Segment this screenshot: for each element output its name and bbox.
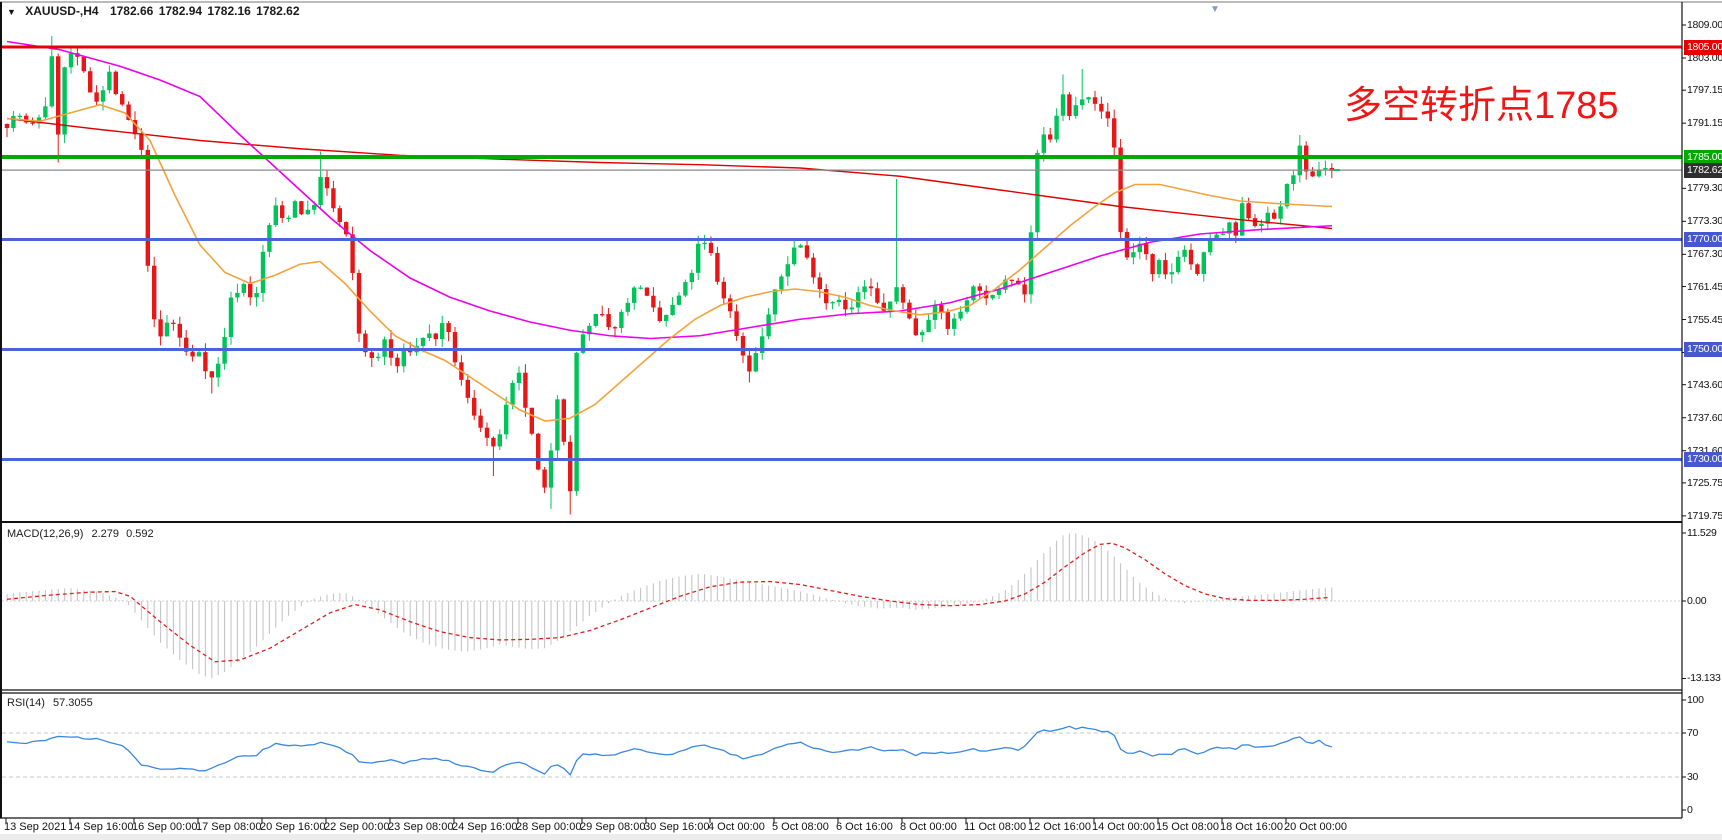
- rsi-name: RSI(14): [7, 697, 45, 709]
- macd-signal-line: [6, 542, 1329, 663]
- symbol-header: ▼ XAUUSD-,H4 1782.66 1782.94 1782.16 178…: [7, 4, 300, 18]
- macd-value: 2.279: [91, 528, 120, 540]
- symbol-timeframe-label: XAUUSD-,H4: [25, 4, 99, 18]
- rsi-indicator-label: RSI(14) 57.3055: [7, 697, 93, 709]
- price-tick-label: 1767.30: [1687, 248, 1722, 261]
- rsi-axis-label: 30: [1687, 771, 1699, 783]
- candlesticks: [4, 36, 1334, 515]
- macd-axis-label: 11.529: [1687, 526, 1717, 539]
- price-tick-label: 1803.00: [1687, 52, 1722, 64]
- ma-slow-red: [6, 117, 1333, 230]
- date-tick-label: 15 Oct 08:00: [1156, 821, 1219, 833]
- date-tick-label: 14 Sep 16:00: [68, 821, 134, 833]
- collapse-chart-icon[interactable]: ▼: [7, 7, 16, 17]
- date-tick-label: 14 Oct 00:00: [1092, 821, 1155, 833]
- rsi-axis-label: 0: [1687, 804, 1693, 816]
- macd-axis-label: 0.00: [1687, 595, 1707, 607]
- rsi-value: 57.3055: [52, 697, 93, 709]
- date-tick-label: 12 Oct 16:00: [1028, 821, 1091, 833]
- date-tick-label: 11 Oct 08:00: [964, 821, 1027, 833]
- date-tick-label: 6 Oct 16:00: [836, 821, 893, 833]
- price-badge-1782.62: 1782.62: [1684, 162, 1722, 178]
- rsi-axis-label: 100: [1687, 694, 1704, 706]
- price-badge-1750.00: 1750.00: [1684, 342, 1722, 357]
- date-tick-label: 28 Sep 00:00: [516, 821, 582, 833]
- ohlc-close: 1782.62: [256, 4, 300, 18]
- macd-indicator-label: MACD(12,26,9) 2.279 0.592: [7, 528, 154, 540]
- macd-name: MACD(12,26,9): [7, 528, 84, 540]
- date-tick-label: 13 Sep 2021: [4, 821, 67, 833]
- date-tick-label: 29 Sep 08:00: [580, 821, 646, 833]
- price-tick-label: 1791.15: [1687, 117, 1722, 130]
- window-bottom-strip: [0, 834, 1722, 840]
- date-tick-label: 16 Sep 00:00: [132, 821, 198, 833]
- price-tick-label: 1779.30: [1687, 182, 1722, 195]
- date-tick-label: 23 Sep 08:00: [388, 821, 454, 833]
- rsi-line: [6, 725, 1332, 776]
- ohlc-open: 1782.66: [109, 4, 154, 18]
- date-tick-label: 4 Oct 00:00: [708, 821, 765, 833]
- date-tick-label: 20 Oct 00:00: [1284, 821, 1347, 833]
- macd-panel: [2, 533, 1682, 679]
- rsi-panel: [2, 725, 1682, 778]
- date-tick-label: 17 Sep 08:00: [196, 821, 262, 833]
- date-tick-label: 18 Oct 16:00: [1220, 821, 1283, 833]
- rsi-axis-label: 70: [1687, 727, 1699, 739]
- price-tick-label: 1743.60: [1687, 378, 1722, 391]
- price-tick-label: 1737.60: [1687, 411, 1722, 424]
- price-tick-label: 1755.45: [1687, 313, 1722, 326]
- ohlc-high: 1782.94: [158, 4, 203, 18]
- price-badge-1785.00: 1785.00: [1684, 149, 1722, 165]
- chart-shift-marker-icon[interactable]: ▼: [1210, 4, 1220, 15]
- price-badge-1730.00: 1730.00: [1684, 452, 1722, 467]
- price-axis: 1809.00 1803.00 1797.15 1791.15 1779.30 1773.…: [1684, 0, 1722, 840]
- time-axis: 13 Sep 2021 14 Sep 16:00 16 Sep 00:00 17 Se…: [0, 821, 1722, 837]
- price-tick-label: 1773.30: [1687, 215, 1722, 228]
- price-tick-label: 1761.45: [1687, 280, 1722, 293]
- macd-axis-label: -13.133: [1687, 672, 1721, 685]
- price-tick-label: 1809.00: [1687, 19, 1722, 31]
- ohlc-low: 1782.16: [207, 4, 251, 18]
- price-tick-label: 1797.15: [1687, 84, 1722, 97]
- macd-histogram: [6, 533, 1333, 679]
- price-tick-label: 1719.75: [1687, 509, 1722, 522]
- macd-signal-value: 0.592: [126, 528, 154, 540]
- date-tick-label: 8 Oct 00:00: [900, 821, 957, 833]
- date-tick-label: 24 Sep 16:00: [452, 821, 518, 833]
- date-tick-label: 22 Sep 00:00: [324, 821, 390, 833]
- price-tick-label: 1725.75: [1687, 476, 1722, 489]
- annotation-text: 多空转折点1785: [1344, 85, 1619, 127]
- ma-mid-magenta: [6, 40, 1333, 340]
- date-tick-label: 20 Sep 16:00: [260, 821, 326, 833]
- date-tick-label: 5 Oct 08:00: [772, 821, 829, 833]
- price-badge-1770.00: 1770.00: [1684, 232, 1722, 247]
- price-badge-1805.00: 1805.00: [1684, 39, 1722, 55]
- date-tick-label: 30 Sep 16:00: [644, 821, 710, 833]
